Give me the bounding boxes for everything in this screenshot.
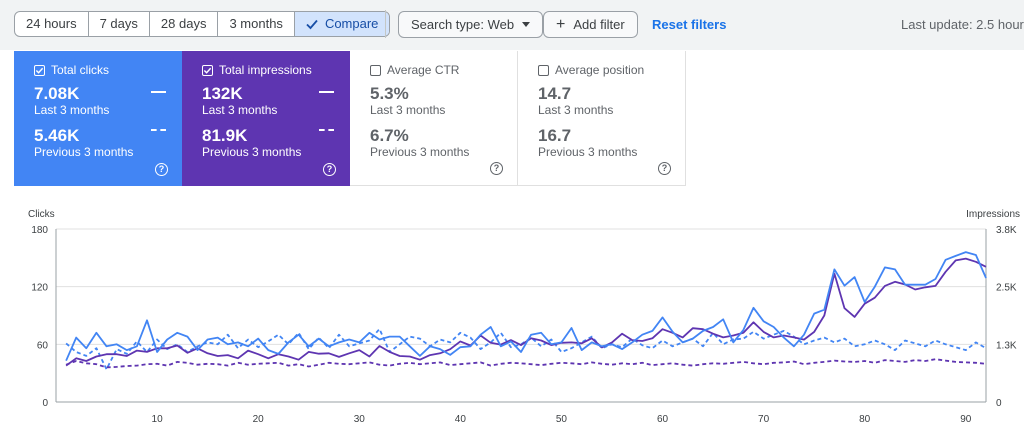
add-filter-label: Add filter <box>573 17 625 32</box>
previous-period: Previous 3 months <box>370 145 470 159</box>
caret-down-icon <box>522 22 531 27</box>
total-impressions-card[interactable]: Total impressions 132K Last 3 months 81.… <box>182 51 350 186</box>
range-7-days-button[interactable]: 7 days <box>87 12 149 36</box>
previous-value: 16.7 <box>538 126 572 145</box>
dashed-line-legend-icon <box>151 129 166 131</box>
x-tick-label: 10 <box>152 414 164 425</box>
current-value: 14.7 <box>538 84 572 103</box>
x-tick-label: 60 <box>657 414 669 425</box>
y-right-tick-label: 3.8K <box>996 225 1017 236</box>
compare-label: Compare <box>324 16 379 31</box>
range-3-months-button[interactable]: 3 months <box>217 12 293 36</box>
current-value: 132K <box>202 84 243 103</box>
current-period: Last 3 months <box>202 103 278 117</box>
impressions-current-line <box>65 257 987 367</box>
y-right-axis-label: Impressions <box>966 209 1020 220</box>
clicks-previous-line <box>65 328 987 371</box>
add-filter-button[interactable]: + Add filter <box>543 11 638 38</box>
help-icon[interactable]: ? <box>323 163 336 176</box>
last-update-text: Last update: 2.5 hours <box>901 17 1024 32</box>
previous-value: 5.46K <box>34 126 80 145</box>
x-tick-label: 80 <box>859 414 871 425</box>
y-left-tick-label: 180 <box>31 225 48 236</box>
card-label: Average position <box>555 63 645 77</box>
range-28-days-button[interactable]: 28 days <box>148 12 218 36</box>
y-right-tick-label: 1.3K <box>996 340 1017 351</box>
check-icon <box>306 19 318 30</box>
previous-value: 81.9K <box>202 126 248 145</box>
previous-period: Previous 3 months <box>34 145 134 159</box>
date-range-selector: 24 hours 7 days 28 days 3 months Compare <box>14 11 391 37</box>
x-tick-label: 20 <box>253 414 265 425</box>
average-position-card[interactable]: Average position 14.7 Last 3 months 16.7… <box>518 51 686 186</box>
range-24-hours-button[interactable]: 24 hours <box>26 16 77 31</box>
help-icon[interactable]: ? <box>658 162 671 175</box>
compare-button[interactable]: Compare <box>293 12 390 36</box>
card-label: Total clicks <box>51 63 110 77</box>
solid-line-legend-icon <box>151 91 166 93</box>
y-left-tick-label: 120 <box>31 283 48 294</box>
dashed-line-legend-icon <box>319 129 334 131</box>
checkbox-unchecked-icon[interactable] <box>370 64 381 76</box>
current-value: 5.3% <box>370 84 409 103</box>
x-tick-label: 50 <box>556 414 568 425</box>
total-clicks-card[interactable]: Total clicks 7.08K Last 3 months 5.46K P… <box>14 51 182 186</box>
card-label: Total impressions <box>219 63 312 77</box>
checkbox-checked-icon[interactable] <box>34 64 45 76</box>
current-period: Last 3 months <box>538 103 614 117</box>
search-type-label: Search type: Web <box>411 17 515 32</box>
performance-chart[interactable]: Clicks Impressions 180 120 60 0 3.8K 2.5K 1.3K… <box>0 200 1024 434</box>
y-right-tick-label: 0 <box>996 398 1002 409</box>
help-icon[interactable]: ? <box>490 162 503 175</box>
toolbar-divider <box>385 10 386 38</box>
y-left-axis-label: Clicks <box>28 209 55 220</box>
average-ctr-card[interactable]: Average CTR 5.3% Last 3 months 6.7% Prev… <box>350 51 518 186</box>
current-period: Last 3 months <box>370 103 446 117</box>
y-left-tick-label: 0 <box>42 398 48 409</box>
x-tick-label: 70 <box>758 414 770 425</box>
x-tick-label: 40 <box>455 414 467 425</box>
x-tick-label: 30 <box>354 414 366 425</box>
checkbox-checked-icon[interactable] <box>202 64 213 76</box>
reset-filters-link[interactable]: Reset filters <box>652 17 727 32</box>
previous-period: Previous 3 months <box>202 145 302 159</box>
y-left-tick-label: 60 <box>37 340 49 351</box>
checkbox-unchecked-icon[interactable] <box>538 64 549 76</box>
previous-period: Previous 3 months <box>538 145 638 159</box>
current-value: 7.08K <box>34 84 80 103</box>
previous-value: 6.7% <box>370 126 409 145</box>
clicks-current-line <box>65 251 987 362</box>
filter-toolbar: 24 hours 7 days 28 days 3 months Compare… <box>0 0 1024 50</box>
search-type-dropdown[interactable]: Search type: Web <box>398 11 544 38</box>
plus-icon: + <box>556 15 566 33</box>
card-label: Average CTR <box>387 63 460 77</box>
x-tick-label: 90 <box>960 414 972 425</box>
help-icon[interactable]: ? <box>155 163 168 176</box>
y-right-tick-label: 2.5K <box>996 283 1017 294</box>
solid-line-legend-icon <box>319 91 334 93</box>
impressions-previous-line <box>65 358 987 369</box>
current-period: Last 3 months <box>34 103 110 117</box>
